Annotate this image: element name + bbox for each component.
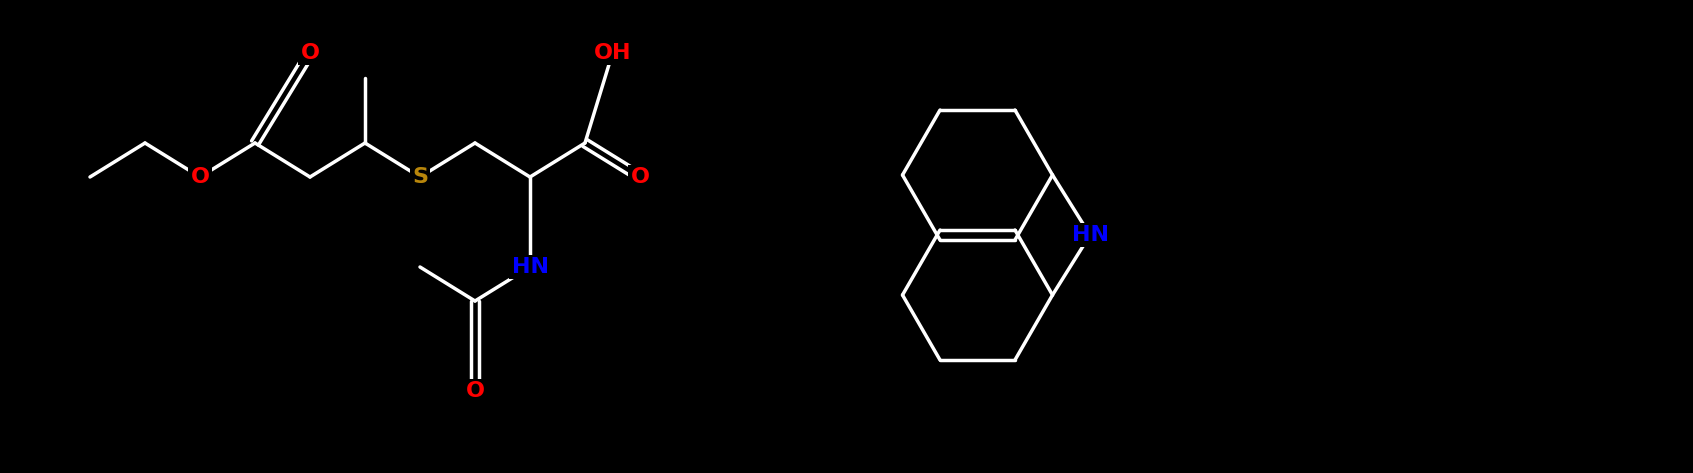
Text: HN: HN — [511, 257, 549, 277]
Text: O: O — [191, 167, 210, 187]
Text: HN: HN — [1072, 225, 1109, 245]
Text: O: O — [300, 43, 320, 63]
Text: OH: OH — [594, 43, 631, 63]
Text: S: S — [411, 167, 428, 187]
Text: O: O — [630, 167, 650, 187]
Text: O: O — [466, 381, 484, 401]
